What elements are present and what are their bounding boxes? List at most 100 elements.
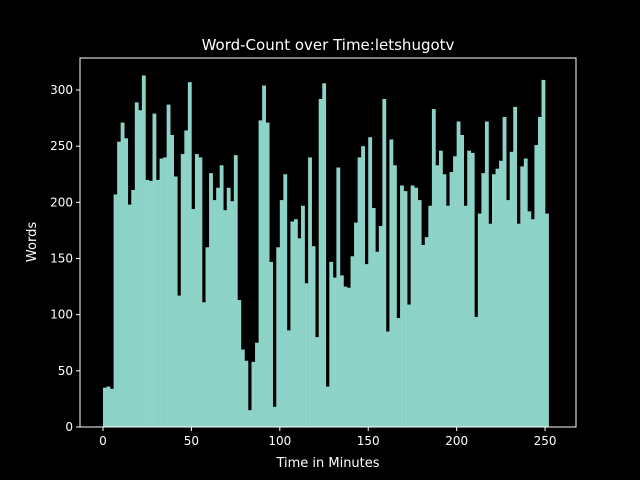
bar xyxy=(470,152,475,428)
bar xyxy=(187,82,192,427)
bar xyxy=(166,104,171,427)
bar xyxy=(484,121,489,427)
bar xyxy=(537,116,542,428)
bar xyxy=(527,211,532,427)
bar xyxy=(347,287,351,427)
bar xyxy=(357,157,362,428)
x-tick-label: 100 xyxy=(268,434,291,448)
bar xyxy=(492,174,496,427)
bar xyxy=(463,205,468,427)
bar xyxy=(453,156,457,428)
bar xyxy=(509,151,514,427)
bar xyxy=(545,213,549,427)
bar xyxy=(325,386,330,427)
bar xyxy=(375,251,380,427)
bar xyxy=(209,173,213,427)
bar xyxy=(446,205,450,427)
bar xyxy=(212,200,217,427)
bar xyxy=(304,283,309,427)
bar xyxy=(520,166,525,427)
x-tick-label: 200 xyxy=(445,434,468,448)
bar xyxy=(148,181,153,427)
y-axis-label: Words xyxy=(25,222,40,262)
bar xyxy=(110,388,114,427)
bar xyxy=(343,286,348,427)
bar xyxy=(283,174,288,427)
bar xyxy=(272,406,277,427)
bar xyxy=(392,165,397,427)
bar xyxy=(421,245,426,427)
bar xyxy=(308,157,312,428)
bar xyxy=(141,75,146,428)
bar xyxy=(191,209,196,427)
bar xyxy=(339,275,344,427)
bar xyxy=(216,187,220,427)
bar xyxy=(407,304,411,427)
bar xyxy=(194,154,199,428)
bar xyxy=(385,331,390,427)
bar xyxy=(495,168,500,427)
x-tick-label: 50 xyxy=(184,434,199,448)
bar xyxy=(506,200,510,427)
bar xyxy=(414,187,419,427)
y-tick-label: 0 xyxy=(65,420,73,434)
bar xyxy=(354,222,358,427)
bar xyxy=(156,179,160,427)
bar xyxy=(502,116,507,428)
bar xyxy=(106,386,111,427)
x-tick-label: 250 xyxy=(534,434,557,448)
bar xyxy=(173,176,178,427)
bar xyxy=(120,122,125,427)
bar xyxy=(131,189,136,427)
bar xyxy=(240,349,245,427)
bar xyxy=(530,219,535,427)
bar xyxy=(124,138,129,427)
bar xyxy=(152,113,157,428)
bar xyxy=(251,361,256,427)
bar xyxy=(163,157,167,428)
bar xyxy=(117,141,121,427)
bar xyxy=(113,194,118,427)
bar xyxy=(460,134,465,428)
bar xyxy=(361,146,365,427)
bar xyxy=(332,277,337,427)
bar xyxy=(127,204,132,427)
bar xyxy=(205,247,210,427)
bar xyxy=(262,85,266,428)
bar xyxy=(513,106,518,428)
bar xyxy=(467,150,472,427)
bar xyxy=(138,110,143,427)
bar xyxy=(364,264,369,427)
x-axis-label: Time in Minutes xyxy=(275,456,379,471)
y-tick-label: 200 xyxy=(50,195,73,209)
bar xyxy=(159,158,164,427)
bar xyxy=(350,256,355,427)
bar xyxy=(293,219,298,427)
bar xyxy=(428,205,433,427)
bar xyxy=(170,134,175,428)
bar xyxy=(318,99,323,427)
bar xyxy=(177,295,182,427)
bar xyxy=(396,318,401,427)
bar xyxy=(230,201,235,427)
bar xyxy=(184,130,189,427)
bar xyxy=(258,120,263,427)
bar xyxy=(417,200,422,427)
bar xyxy=(233,155,238,428)
bar xyxy=(202,302,206,427)
bar xyxy=(290,221,295,427)
bar xyxy=(223,210,228,427)
y-tick-label: 250 xyxy=(50,139,73,153)
y-tick-label: 50 xyxy=(58,364,73,378)
bar xyxy=(134,102,139,427)
x-tick-label: 0 xyxy=(99,434,107,448)
bar xyxy=(237,300,242,427)
bar xyxy=(219,165,224,427)
bar xyxy=(424,237,429,427)
bar xyxy=(329,261,334,427)
bar xyxy=(435,165,440,427)
bar xyxy=(297,238,302,427)
bar xyxy=(438,150,443,427)
bar xyxy=(145,179,150,427)
bar xyxy=(382,99,387,427)
